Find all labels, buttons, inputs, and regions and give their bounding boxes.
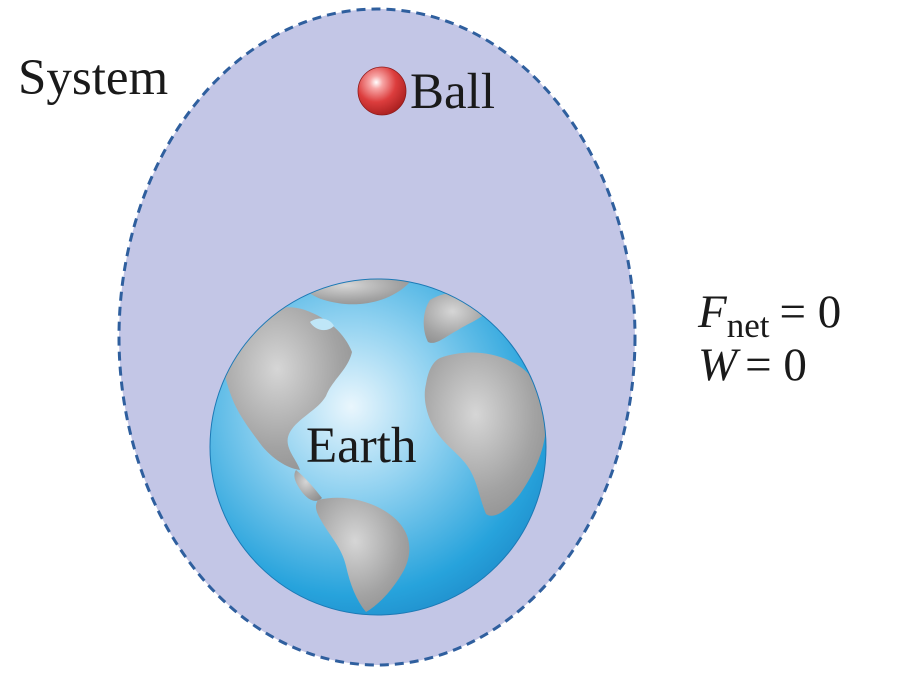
net-force-equation: Fnet = 0 [697,286,841,345]
work-symbol: W [698,339,741,391]
ball-label: Ball [410,64,495,120]
svg-text:W= 0: W = 0 [698,339,807,391]
earth-globe [209,278,547,616]
work-equation: W = 0 [698,339,807,391]
svg-text:Fnet= 0: Fnet = 0 [697,286,841,345]
fnet-relation: = 0 [779,286,841,338]
ball [357,66,407,116]
earth-label: Earth [306,418,416,474]
fnet-symbol: F [697,286,728,338]
system-label: System [18,50,168,106]
fnet-subscript: net [727,306,770,345]
work-relation: = 0 [745,339,807,391]
